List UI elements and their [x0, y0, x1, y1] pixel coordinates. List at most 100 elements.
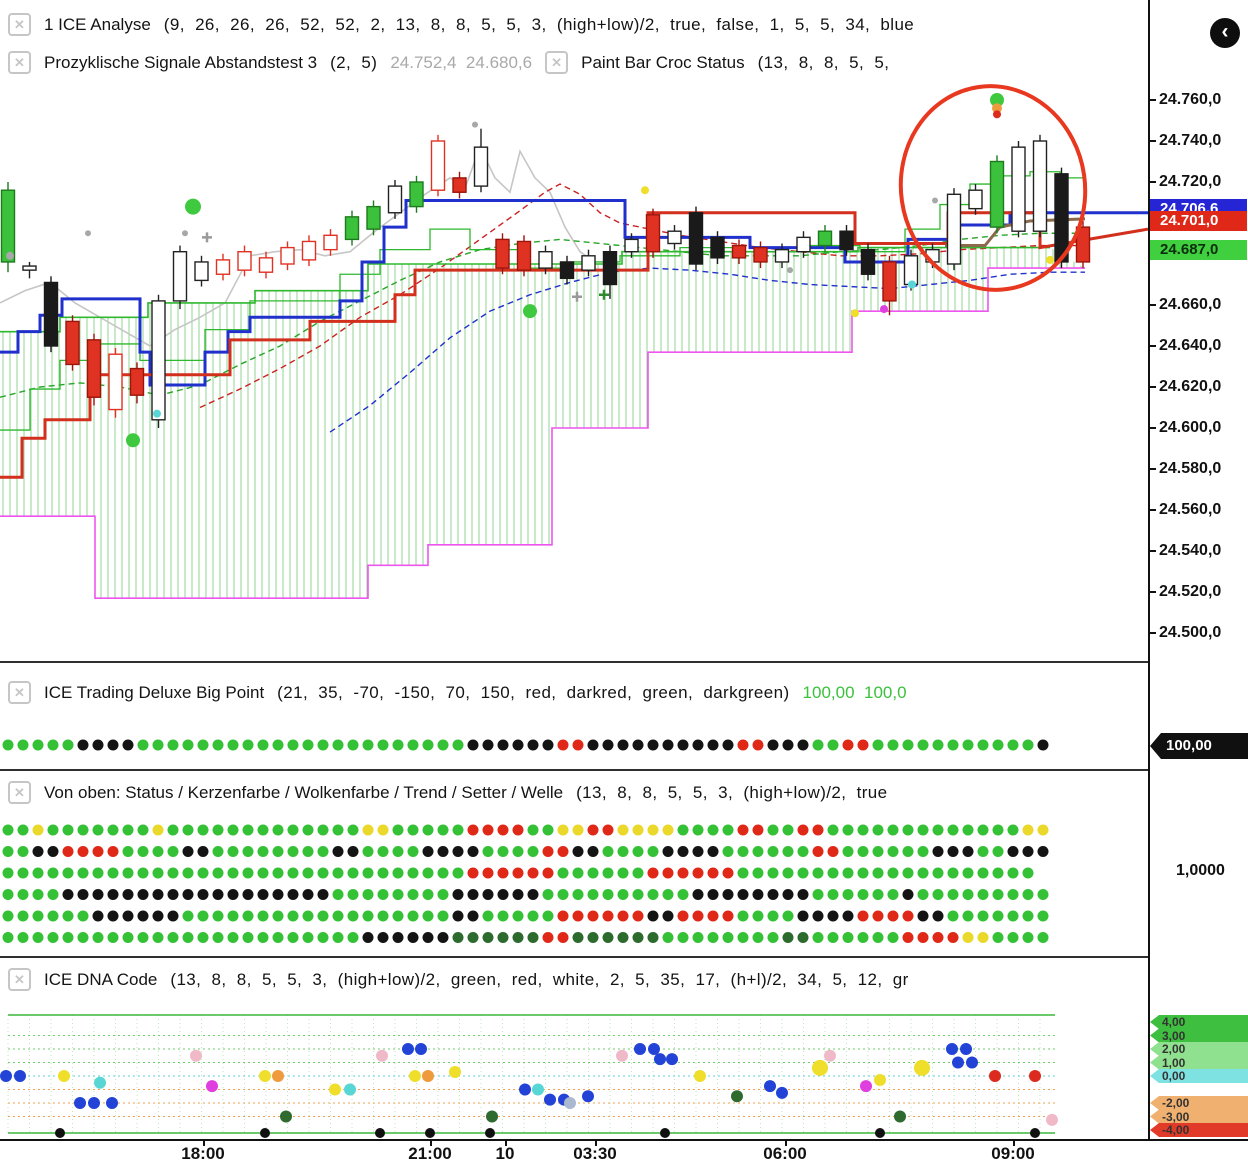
big-point-dot: [572, 739, 584, 751]
dna-dot: [812, 1059, 828, 1076]
matrix-dot-welle: [932, 932, 944, 943]
collapse-axis-button[interactable]: ‹: [1210, 18, 1240, 48]
checkbox-x-icon[interactable]: [8, 51, 31, 74]
time-label: 21:00: [408, 1144, 452, 1162]
candle: [172, 250, 188, 302]
matrix-dot-wolkenfarbe: [137, 867, 149, 879]
dna-dot: [519, 1083, 531, 1096]
matrix-dot-kerzenfarbe: [692, 846, 704, 857]
dna-axis-tag: 3,00: [1150, 1028, 1248, 1043]
checkbox-x-icon[interactable]: [8, 681, 31, 704]
big-point-dot: [887, 739, 899, 751]
matrix-dot-status: [77, 824, 89, 836]
matrix-dot-setter: [332, 910, 344, 922]
matrix-dot-status: [572, 824, 584, 836]
time-axis[interactable]: 18:00 21:00 10 03:30 06:00 09:00: [0, 1139, 1248, 1162]
big-point-dot: [707, 739, 719, 751]
matrix-dot-status: [302, 824, 314, 836]
candle: [968, 189, 983, 210]
big-point-dot: [302, 739, 314, 751]
matrix-dot-trend: [752, 889, 764, 900]
plus-marker: [599, 289, 609, 300]
matrix-dot-wolkenfarbe: [32, 867, 44, 879]
checkbox-x-icon[interactable]: [545, 51, 569, 74]
matrix-dot-setter: [542, 910, 554, 922]
big-point-dot: [1037, 739, 1049, 751]
matrix-dot-trend: [347, 889, 359, 900]
dna-dot: [88, 1097, 100, 1109]
dna-dot: [449, 1065, 461, 1078]
candle: [108, 353, 123, 411]
matrix-dot-welle: [287, 932, 299, 943]
candle: [301, 240, 317, 261]
matrix-dot-trend: [632, 889, 644, 900]
big-point-dot: [767, 739, 779, 751]
big-point-dot: [227, 739, 239, 751]
candle: [1054, 173, 1069, 263]
matrix-dot-status: [392, 824, 404, 836]
matrix-dot-kerzenfarbe: [407, 846, 419, 857]
matrix-dot-trend: [962, 889, 974, 900]
checkbox-x-icon[interactable]: [8, 13, 31, 36]
matrix-dot-trend: [572, 889, 584, 900]
matrix-dot-wolkenfarbe: [707, 867, 719, 879]
matrix-dot-setter: [122, 910, 134, 922]
candle: [774, 248, 790, 263]
matrix-dot-welle: [122, 932, 134, 943]
matrix-dot-setter: [77, 910, 89, 922]
dna-axis-tag: -4,00: [1150, 1123, 1248, 1137]
matrix-dot-trend: [707, 889, 719, 900]
dna-dot: [106, 1097, 118, 1109]
time-tick: [785, 1141, 787, 1146]
big-point-dot: [47, 739, 59, 751]
time-label: 03:30: [573, 1144, 617, 1162]
indicator-params: (9, 26, 26, 26, 52, 52, 2, 13, 8, 8, 5, …: [163, 14, 915, 34]
checkbox-x-icon[interactable]: [8, 781, 31, 804]
matrix-dot-setter: [2, 910, 14, 922]
price-label: 24.500,0: [1150, 623, 1221, 643]
matrix-dot-wolkenfarbe: [722, 867, 734, 879]
matrix-dot-welle: [602, 932, 614, 943]
chart-canvas[interactable]: [0, 0, 1148, 1140]
matrix-dot-kerzenfarbe: [932, 846, 944, 857]
matrix-dot-trend: [872, 889, 884, 900]
matrix-dot-trend: [677, 889, 689, 900]
matrix-dot-wolkenfarbe: [1007, 867, 1019, 879]
matrix-dot-wolkenfarbe: [572, 867, 584, 879]
matrix-dot-kerzenfarbe: [797, 846, 809, 857]
price-axis[interactable]: 24.760,0 24.740,0 24.720,0 24.660,0 24.640,0…: [1148, 0, 1248, 1140]
matrix-dot-wolkenfarbe: [947, 867, 959, 879]
matrix-dot-setter: [842, 910, 854, 922]
matrix-dot-status: [407, 824, 419, 836]
matrix-dot-kerzenfarbe: [707, 846, 719, 857]
checkbox-x-icon[interactable]: [8, 968, 31, 991]
matrix-dot-wolkenfarbe: [2, 867, 14, 879]
matrix-dot-status: [752, 824, 764, 836]
matrix-dot-status: [602, 824, 614, 836]
matrix-dot-trend: [32, 889, 44, 900]
matrix-dot-status: [1037, 824, 1049, 836]
candle: [473, 146, 489, 187]
big-point-dot: [647, 739, 659, 751]
big-point-dot: [107, 739, 119, 751]
matrix-dot-trend: [812, 889, 824, 900]
matrix-dot-trend: [392, 889, 404, 900]
matrix-dot-welle: [212, 932, 224, 943]
matrix-dot-status: [632, 824, 644, 836]
matrix-dot-status: [677, 824, 689, 836]
von-oben-axis-value: 1,0000: [1176, 862, 1225, 879]
candle: [817, 230, 833, 247]
matrix-dot-trend: [1022, 889, 1034, 900]
big-point-dot: [602, 739, 614, 751]
candle: [581, 255, 596, 271]
big-point-dot: [287, 739, 299, 751]
candle: [538, 250, 553, 269]
dna-dot: [409, 1070, 421, 1082]
matrix-dot-wolkenfarbe: [437, 867, 449, 879]
matrix-dot-trend: [737, 889, 749, 900]
matrix-dot-kerzenfarbe: [827, 846, 839, 857]
matrix-dot-welle: [497, 932, 509, 943]
matrix-dot-setter: [632, 910, 644, 922]
matrix-dot-kerzenfarbe: [167, 846, 179, 857]
matrix-dot-setter: [182, 910, 194, 922]
